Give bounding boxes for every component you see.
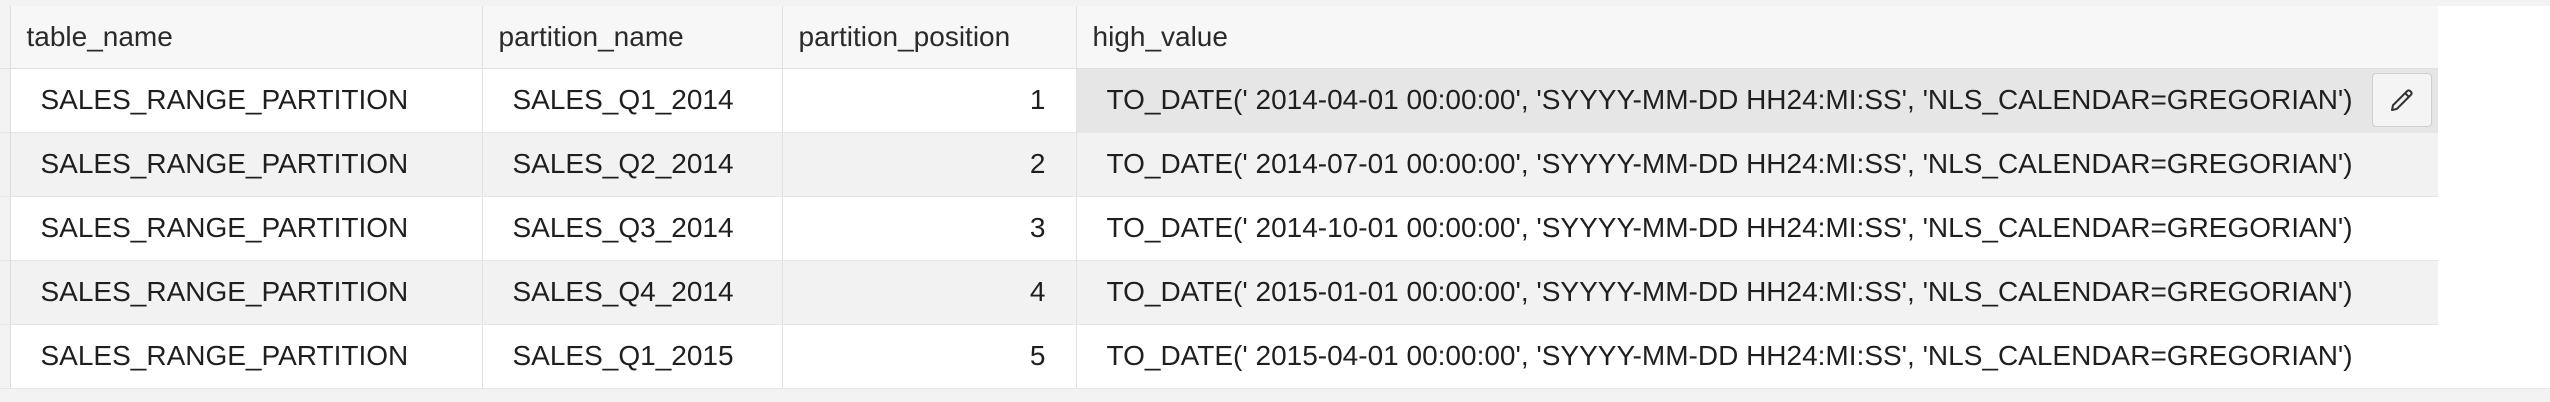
edit-cell-button[interactable] (2371, 73, 2432, 127)
table-row[interactable]: SALES_RANGE_PARTITION SALES_Q3_2014 3 TO… (0, 196, 2439, 261)
cell-high-value[interactable]: TO_DATE(' 2015-01-01 00:00:00', 'SYYYY-M… (1076, 260, 2439, 325)
cell-table-name[interactable]: SALES_RANGE_PARTITION (10, 260, 483, 325)
column-header-partition-position[interactable]: partition_position (782, 6, 1077, 69)
table-row[interactable]: SALES_RANGE_PARTITION SALES_Q4_2014 4 TO… (0, 260, 2439, 325)
cell-high-value[interactable]: TO_DATE(' 2014-07-01 00:00:00', 'SYYYY-M… (1076, 132, 2439, 197)
column-header-high-value[interactable]: high_value (1076, 6, 2439, 69)
cell-partition-name[interactable]: SALES_Q2_2014 (482, 132, 783, 197)
row-header-corner (0, 6, 11, 69)
cell-high-value[interactable]: TO_DATE(' 2014-10-01 00:00:00', 'SYYYY-M… (1076, 196, 2439, 261)
cell-table-name[interactable]: SALES_RANGE_PARTITION (10, 68, 483, 133)
results-table: table_name partition_name partition_posi… (0, 6, 2439, 389)
cell-high-value-text: TO_DATE(' 2014-04-01 00:00:00', 'SYYYY-M… (1106, 84, 2353, 115)
row-gutter[interactable] (0, 68, 11, 133)
cell-table-name[interactable]: SALES_RANGE_PARTITION (10, 324, 483, 389)
row-gutter[interactable] (0, 196, 11, 261)
row-gutter[interactable] (0, 260, 11, 325)
cell-partition-position[interactable]: 2 (782, 132, 1077, 197)
grid-empty-area (2438, 6, 2550, 396)
cell-partition-name[interactable]: SALES_Q1_2014 (482, 68, 783, 133)
cell-partition-name[interactable]: SALES_Q3_2014 (482, 196, 783, 261)
pencil-icon (2390, 89, 2413, 111)
cell-high-value[interactable]: TO_DATE(' 2015-04-01 00:00:00', 'SYYYY-M… (1076, 324, 2439, 389)
cell-partition-name[interactable]: SALES_Q1_2015 (482, 324, 783, 389)
cell-partition-position[interactable]: 3 (782, 196, 1077, 261)
cell-table-name[interactable]: SALES_RANGE_PARTITION (10, 132, 483, 197)
row-gutter[interactable] (0, 132, 11, 197)
cell-partition-position[interactable]: 4 (782, 260, 1077, 325)
cell-table-name[interactable]: SALES_RANGE_PARTITION (10, 196, 483, 261)
grid-bottom-border (0, 388, 2550, 402)
header-row: table_name partition_name partition_posi… (0, 6, 2439, 69)
cell-partition-position[interactable]: 1 (782, 68, 1077, 133)
table-row[interactable]: SALES_RANGE_PARTITION SALES_Q2_2014 2 TO… (0, 132, 2439, 197)
row-gutter[interactable] (0, 324, 11, 389)
table-row[interactable]: SALES_RANGE_PARTITION SALES_Q1_2014 1 TO… (0, 68, 2439, 133)
column-header-partition-name[interactable]: partition_name (482, 6, 783, 69)
cell-high-value[interactable]: TO_DATE(' 2014-04-01 00:00:00', 'SYYYY-M… (1076, 68, 2439, 133)
cell-partition-position[interactable]: 5 (782, 324, 1077, 389)
table-row[interactable]: SALES_RANGE_PARTITION SALES_Q1_2015 5 TO… (0, 324, 2439, 389)
column-header-table-name[interactable]: table_name (10, 6, 483, 69)
cell-partition-name[interactable]: SALES_Q4_2014 (482, 260, 783, 325)
